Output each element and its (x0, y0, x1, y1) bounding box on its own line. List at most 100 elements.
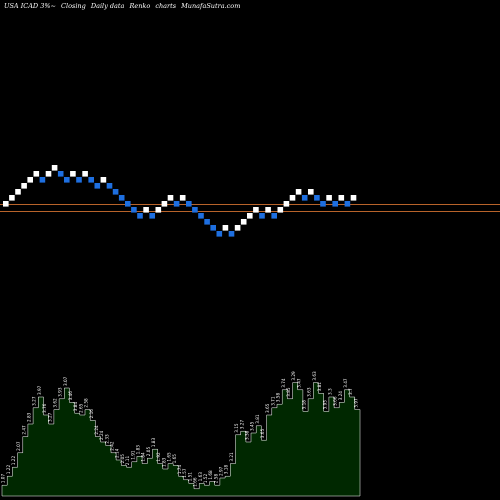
renko-brick (161, 201, 168, 207)
volume-panel (1, 382, 361, 497)
volume-value-label: 3.46 (68, 391, 73, 401)
volume-value-label: 3.27 (239, 420, 244, 430)
renko-brick (70, 171, 76, 177)
renko-brick (118, 195, 125, 201)
volume-value-label: 3.58 (276, 393, 281, 403)
volume-value-label: 1.65 (167, 452, 172, 462)
volume-value-label: 2.97 (219, 466, 224, 476)
renko-brick (289, 195, 296, 201)
volume-value-label: 3.76 (42, 403, 47, 413)
renko-brick (179, 195, 186, 201)
volume-value-label: 2.24 (94, 425, 99, 435)
volume-value-label: 2.47 (21, 425, 26, 435)
renko-brick (326, 195, 332, 201)
volume-value-label: 2.05 (146, 447, 151, 457)
chart-header: USA ICAD 3%~ Closing Daily data Renko ch… (4, 2, 243, 10)
volume-value-labels: 1.071.221.222.072.472.833.273.973.763.27… (1, 371, 359, 487)
renko-brick (106, 183, 113, 189)
volume-value-label: 3.21 (229, 452, 234, 462)
renko-brick (228, 231, 235, 237)
volume-value-label: 3.27 (32, 396, 37, 406)
volume-value-label: 3.18 (302, 400, 307, 410)
renko-brick (192, 207, 198, 213)
renko-brick (301, 195, 308, 201)
volume-value-label: 2.14 (115, 448, 120, 458)
renko-brick (155, 207, 162, 213)
chart-kind-label: Renko (129, 2, 151, 10)
renko-brick (186, 201, 192, 207)
renko-brick (88, 177, 94, 183)
ticker-label: USA ICAD 3%~ (4, 2, 56, 10)
volume-value-label: 3.47 (296, 378, 301, 388)
renko-brick (259, 213, 265, 219)
renko-brick (240, 219, 247, 225)
volume-value-label: 1.52 (203, 474, 208, 484)
charts-label: charts (155, 2, 177, 10)
volume-area (1, 382, 361, 497)
volume-value-label: 3.95 (322, 400, 327, 410)
reference-lines (0, 204, 500, 212)
renko-brick (112, 189, 119, 195)
volume-value-label: 3.66 (333, 396, 338, 406)
volume-value-label: 1.63 (198, 472, 203, 482)
renko-brick (149, 213, 155, 219)
renko-brick (45, 171, 52, 177)
volume-value-label: 1.68 (208, 470, 213, 480)
renko-brick (15, 189, 21, 195)
volume-value-label: 3.65 (260, 429, 265, 439)
volume-value-label: 2.65 (78, 403, 83, 413)
renko-brick (277, 207, 284, 213)
renko-brick (344, 201, 351, 207)
renko-bricks (3, 165, 357, 237)
renko-brick (198, 213, 204, 219)
volume-value-label: 3.3 (328, 388, 333, 395)
renko-brick (350, 195, 357, 201)
volume-value-label: 3.71 (270, 396, 275, 406)
volume-value-label: 1.83 (161, 457, 166, 467)
volume-value-label: 3.97 (37, 385, 42, 395)
volume-value-label: 2.11 (125, 456, 130, 466)
volume-value-label: 1.65 (172, 454, 177, 464)
volume-value-label: 3.81 (317, 382, 322, 392)
renko-brick (338, 195, 345, 201)
closing-label: Closing (61, 2, 86, 10)
renko-brick (9, 195, 15, 201)
frequency-label: Daily data (90, 2, 125, 10)
renko-brick (173, 201, 180, 207)
renko-brick (295, 189, 302, 195)
renko-brick (33, 171, 40, 177)
renko-brick (253, 207, 259, 213)
volume-value-label: 1.74 (177, 465, 182, 475)
volume-value-label: 1.07 (1, 474, 6, 484)
renko-brick (234, 225, 241, 231)
renko-brick (332, 201, 338, 207)
volume-value-label: 3.84 (73, 402, 78, 412)
volume-value-label: 2.24 (99, 430, 104, 440)
volume-value-label: 2.58 (213, 474, 218, 484)
volume-value-label: 3.45 (250, 421, 255, 431)
volume-value-label: 3.29 (291, 371, 296, 381)
volume-value-label: 1.57 (182, 468, 187, 478)
volume-value-label: 3.24 (338, 391, 343, 401)
volume-value-label: 3.65 (265, 403, 270, 413)
renko-brick (283, 201, 290, 207)
renko-brick (314, 195, 320, 201)
renko-brick (271, 213, 277, 219)
volume-value-label: 3.81 (255, 414, 260, 424)
renko-brick (39, 177, 46, 183)
renko-brick (27, 177, 33, 183)
renko-brick (216, 231, 223, 237)
volume-value-label: 3.62 (53, 398, 58, 408)
renko-brick (64, 177, 70, 183)
volume-value-label: 3.27 (47, 412, 52, 422)
volume-value-label: 1.51 (187, 472, 192, 482)
renko-brick (94, 183, 101, 189)
volume-value-label: 3.47 (343, 378, 348, 388)
renko-brick (76, 177, 82, 183)
site-label: MunafaSutra.com (181, 2, 241, 10)
volume-value-label: 3.93 (58, 387, 63, 397)
volume-value-label: 3.07 (63, 376, 68, 386)
volume-value-label: 3.15 (234, 423, 239, 433)
volume-value-label: 1.83 (136, 445, 141, 455)
